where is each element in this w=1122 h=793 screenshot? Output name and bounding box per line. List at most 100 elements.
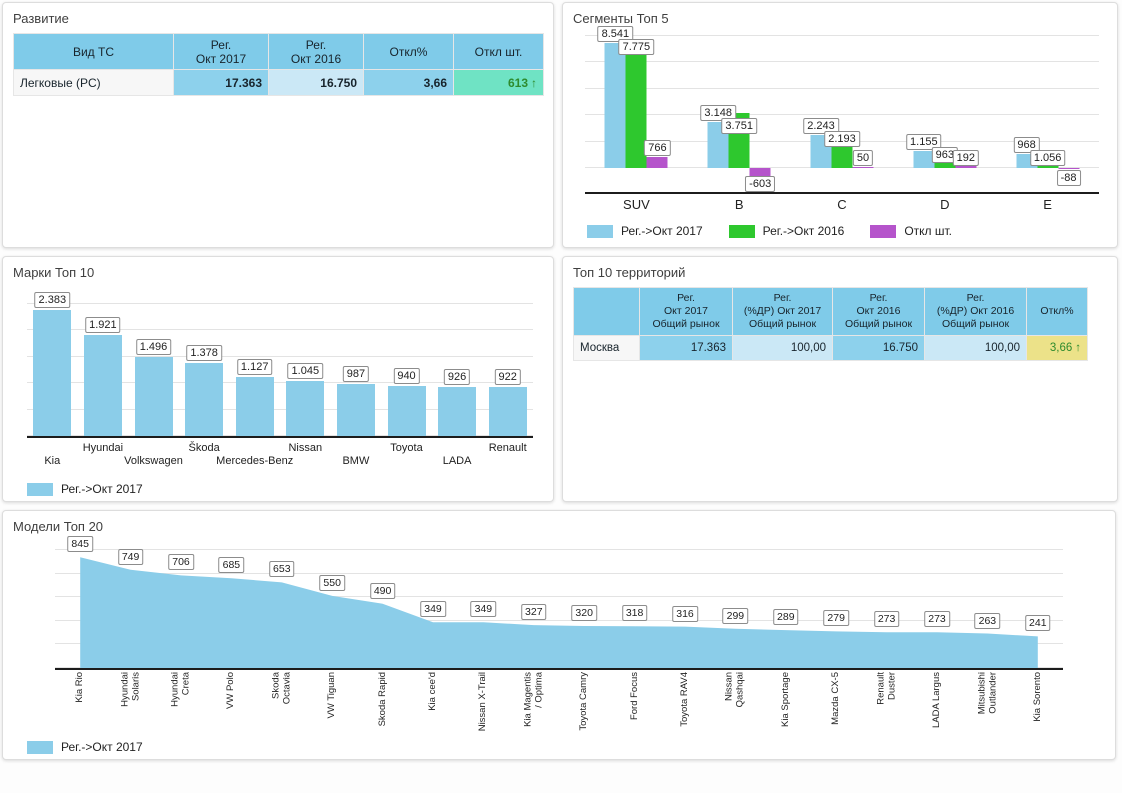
development-dev-pct[interactable]: 3,66 (363, 69, 454, 96)
category-label: B (734, 197, 744, 212)
gridline (55, 549, 1063, 550)
brands-bar-Mercedes-Benz[interactable] (235, 376, 274, 436)
segments-chart-plot: 8.541 3.148 2.243 1.155 968 7.775 3.751 2.193 96… (585, 25, 1099, 194)
territory-share-2016[interactable]: 100,00 (924, 335, 1027, 361)
category-label: Škoda (188, 442, 220, 454)
brands-bar-Škoda[interactable] (185, 363, 224, 436)
value-label: 289 (773, 609, 799, 626)
legend-swatch (27, 482, 53, 496)
segments-category-axis: SUV B C D E (585, 194, 1099, 214)
value-label: 318 (621, 605, 648, 622)
segments-bar-B-2[interactable] (749, 168, 771, 177)
development-col-header: Откл шт. (453, 33, 544, 70)
value-label: 968 (1013, 136, 1040, 153)
value-label: 766 (644, 139, 671, 156)
territories-col-header: Рег. (%ДР) Окт 2017 Общий рынок (732, 287, 833, 336)
development-dev-units[interactable]: 613 ↑ (453, 69, 544, 96)
model-category-cell: Kia cee'd (408, 672, 458, 736)
brands-bar-Nissan[interactable] (286, 380, 325, 436)
value-label: 749 (117, 548, 144, 565)
category-label: LADA (442, 455, 472, 467)
legend-item[interactable]: Рег.->Окт 2017 (27, 740, 143, 754)
territories-col-header: Рег. (%ДР) Окт 2016 Общий рынок (924, 287, 1027, 336)
value-label: 1.056 (1029, 149, 1066, 166)
value-label: 349 (420, 601, 446, 618)
category-label: Volkswagen (124, 455, 183, 467)
brands-bar-Toyota[interactable] (387, 386, 426, 436)
category-label: Kia Magentis / Optima (522, 672, 544, 727)
development-reg-2016[interactable]: 16.750 (268, 69, 364, 96)
legend-item[interactable]: Рег.->Окт 2017 (27, 482, 143, 496)
model-category-cell: Nissan Qashqai (710, 672, 760, 736)
table-row[interactable]: Москва 17.363 100,00 16.750 100,00 3,66 ↑ (573, 335, 1088, 361)
x-axis-line (55, 668, 1063, 670)
segments-bar-D-0[interactable] (913, 151, 935, 168)
model-category-cell: LADA Largus (912, 672, 962, 736)
legend-label: Рег.->Окт 2017 (61, 740, 143, 754)
legend-item[interactable]: Откл шт. (870, 224, 952, 238)
gridline (585, 114, 1099, 116)
territory-dev-pct[interactable]: 3,66 ↑ (1026, 335, 1088, 361)
value-label: 1.378 (186, 345, 222, 362)
brands-bar-LADA[interactable] (438, 387, 477, 436)
legend-item[interactable]: Рег.->Окт 2016 (728, 224, 845, 238)
brands-bar-Renault[interactable] (488, 387, 527, 436)
territory-name[interactable]: Москва (573, 335, 640, 361)
segments-bar-SUV-1[interactable] (625, 53, 647, 168)
brands-bar-Hyundai[interactable] (83, 334, 122, 436)
legend-label: Рег.->Окт 2016 (762, 224, 845, 238)
table-row[interactable]: Легковые (PC) 17.363 16.750 3,66 613 ↑ (13, 69, 544, 96)
category-label: Nissan X-Trail (477, 672, 489, 732)
value-label: 349 (470, 601, 497, 618)
value-label: 653 (269, 561, 295, 578)
territory-reg-2016[interactable]: 16.750 (832, 335, 925, 361)
development-row-label[interactable]: Легковые (PC) (13, 69, 174, 96)
area-series[interactable] (80, 557, 1038, 668)
model-category-cell: Hyundai Creta (156, 672, 206, 736)
up-arrow-icon: ↑ (1075, 342, 1081, 354)
brands-bar-Kia[interactable] (33, 310, 72, 436)
category-label: VW Polo (225, 672, 237, 709)
value-label: 926 (443, 369, 471, 386)
panel-title-brands: Марки Топ 10 (13, 265, 95, 280)
category-label: Kia Sorento (1031, 672, 1043, 722)
panel-models: Модели Топ 20 845 749 706 685 653 550 490 349 34… (2, 510, 1116, 760)
segments-bar-SUV-0[interactable] (604, 42, 626, 168)
model-category-cell: Nissan X-Trail (458, 672, 508, 736)
category-label: Hyundai (82, 442, 124, 454)
category-label: Skoda Octavia (270, 672, 292, 705)
territory-share-2017[interactable]: 100,00 (732, 335, 833, 361)
gridline (585, 61, 1099, 63)
development-col-header: Откл% (363, 33, 454, 70)
territories-col-header: Откл% (1026, 287, 1088, 336)
model-category-cell: Toyota RAV4 (660, 672, 710, 736)
value-label: 987 (342, 365, 370, 382)
segments-bar-D-2[interactable] (955, 165, 977, 168)
territory-reg-2017[interactable]: 17.363 (639, 335, 733, 361)
segments-bar-E-2[interactable] (1058, 168, 1080, 170)
value-label: 192 (952, 150, 979, 166)
brands-bar-BMW[interactable] (336, 383, 375, 436)
legend-item[interactable]: Рег.->Окт 2017 (587, 224, 703, 238)
model-category-cell: Ford Focus (609, 672, 659, 736)
value-label: 3.148 (700, 104, 736, 121)
panel-title-models: Модели Топ 20 (13, 519, 104, 534)
segments-bar-SUV-2[interactable] (646, 156, 668, 168)
brands-category-axis: Kia Hyundai Volkswagen Škoda Mercedes-Benz Ni… (27, 440, 533, 472)
value-label: 2.383 (34, 292, 71, 309)
value-label: 50 (852, 150, 874, 167)
models-area-svg (80, 557, 1038, 668)
category-label: Nissan (288, 442, 323, 454)
category-label: Skoda Rapid (376, 672, 388, 727)
value-label: 2.193 (824, 131, 860, 148)
segments-legend: Рег.->Окт 2017 Рег.->Окт 2016 Откл шт. (587, 224, 1107, 238)
segments-bar-C-2[interactable] (852, 167, 874, 168)
model-category-cell: Skoda Rapid (357, 672, 407, 736)
value-label: 279 (823, 610, 849, 627)
panel-brands: Марки Топ 10 2.383 1.921 1.496 1.378 1.127 1.… (2, 256, 554, 502)
development-reg-2017[interactable]: 17.363 (173, 69, 269, 96)
model-category-cell: Skoda Octavia (257, 672, 307, 736)
value-label: 685 (218, 557, 245, 574)
brands-bar-Volkswagen[interactable] (134, 357, 173, 436)
models-chart-plot: 845 749 706 685 653 550 490 349 349 327 320 318 316 2… (55, 536, 1063, 670)
